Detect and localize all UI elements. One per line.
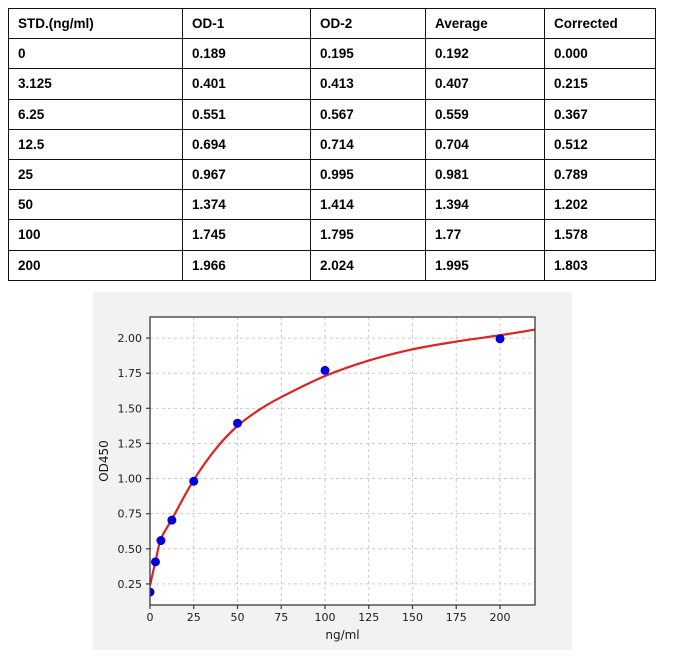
plot-background — [150, 317, 535, 605]
x-tick-label: 25 — [187, 611, 201, 624]
table-cell: 0.704 — [425, 128, 545, 160]
table-row: 100 1.745 1.795 1.77 1.578 — [8, 219, 656, 251]
y-tick-label: 0.25 — [118, 578, 143, 591]
x-tick-label: 150 — [402, 611, 423, 624]
table-header-cell: Corrected — [544, 7, 656, 40]
y-tick-label: 1.25 — [118, 437, 143, 450]
x-tick-label: 75 — [274, 611, 288, 624]
fit-curve — [150, 328, 535, 586]
table-cell: 1.374 — [182, 189, 311, 221]
data-point — [189, 476, 199, 486]
table-cell: 0.512 — [544, 128, 656, 160]
table-cell: 1.77 — [425, 219, 545, 251]
table-cell: 25 — [8, 158, 183, 191]
table-cell: 0.413 — [310, 68, 426, 100]
data-point — [495, 334, 505, 344]
data-point — [150, 557, 160, 567]
y-tick-label: 1.00 — [118, 473, 143, 486]
table-row: 25 0.967 0.995 0.981 0.789 — [8, 158, 656, 191]
table-row: 6.25 0.551 0.567 0.559 0.367 — [8, 98, 656, 130]
table-cell: 0.551 — [182, 98, 311, 130]
data-point — [150, 587, 155, 597]
table-cell: 0.567 — [310, 98, 426, 130]
data-point — [167, 515, 177, 525]
chart-panel: 0 25 50 75 100 125 150 175 200 0.25 0.50 0.75 1.00 1.… — [93, 292, 572, 650]
x-tick-label: 125 — [358, 611, 379, 624]
table-cell: 1.795 — [310, 219, 426, 251]
table-cell: 0.195 — [310, 38, 426, 70]
data-point — [233, 418, 242, 428]
table-row: 3.125 0.401 0.413 0.407 0.215 — [8, 68, 656, 100]
y-tick-label: 0.50 — [118, 543, 143, 556]
y-tick-label: 2.00 — [118, 332, 143, 345]
table-row: 50 1.374 1.414 1.394 1.202 — [8, 189, 656, 221]
y-tick-label: 1.75 — [118, 367, 143, 380]
table-cell: 0.407 — [425, 68, 545, 100]
table-header-cell: STD.(ng/ml) — [8, 7, 183, 40]
table-cell: 0.694 — [182, 128, 311, 160]
table-row: 0 0.189 0.195 0.192 0.000 — [8, 38, 656, 70]
table-cell: 12.5 — [8, 128, 183, 160]
table-header-row: STD.(ng/ml) OD-1 OD-2 Average Corrected — [8, 7, 656, 40]
plot-border — [149, 316, 536, 606]
standard-curve-chart: 0 25 50 75 100 125 150 175 200 0.25 0.50 0.75 1.00 1.… — [97, 316, 536, 642]
table-cell: 1.394 — [425, 189, 545, 221]
table-header-cell: OD-1 — [182, 7, 311, 40]
y-tick-label: 0.75 — [118, 508, 143, 521]
table-header-cell: Average — [425, 7, 545, 40]
table-cell: 0.000 — [544, 38, 656, 70]
table-cell: 0.215 — [544, 68, 656, 100]
table-row: 12.5 0.694 0.714 0.704 0.512 — [8, 128, 656, 160]
table-cell: 1.995 — [425, 249, 545, 281]
table-cell: 1.578 — [544, 219, 656, 251]
table-cell: 50 — [8, 189, 183, 221]
table-cell: 0.981 — [425, 158, 545, 191]
y-tick-label: 1.50 — [118, 402, 143, 415]
table-cell: 0.967 — [182, 158, 311, 191]
table-cell: 100 — [8, 219, 183, 251]
standards-table: STD.(ng/ml) OD-1 OD-2 Average Corrected 0 0.1… — [8, 7, 656, 281]
table-cell: 0.401 — [182, 68, 311, 100]
table-cell: 0.559 — [425, 98, 545, 130]
table-cell: 0.189 — [182, 38, 311, 70]
table-body: 0 0.189 0.195 0.192 0.000 3.125 0.401 0.413 0.40… — [8, 38, 656, 281]
table-cell: 0.367 — [544, 98, 656, 130]
x-axis-label: ng/ml — [325, 628, 359, 642]
table-cell: 1.803 — [544, 249, 656, 281]
data-point — [320, 365, 330, 375]
x-tick-label: 100 — [315, 611, 336, 624]
table-cell: 1.414 — [310, 189, 426, 221]
table-cell: 0.192 — [425, 38, 545, 70]
table-cell: 1.966 — [182, 249, 311, 281]
table-cell: 0.714 — [310, 128, 426, 160]
x-tick-label: 0 — [147, 611, 154, 624]
table-cell: 3.125 — [8, 68, 183, 100]
table-header-cell: OD-2 — [310, 7, 426, 40]
table-cell: 1.745 — [182, 219, 311, 251]
table-cell: 0 — [8, 38, 183, 70]
data-point — [156, 536, 166, 546]
table-cell: 0.789 — [544, 158, 656, 191]
x-tick-label: 50 — [231, 611, 245, 624]
table-cell: 2.024 — [310, 249, 426, 281]
table-cell: 0.995 — [310, 158, 426, 191]
y-axis-label: OD450 — [97, 440, 111, 482]
table-cell: 200 — [8, 249, 183, 281]
x-tick-label: 175 — [446, 611, 467, 624]
x-tick-label: 200 — [490, 611, 511, 624]
table-row: 200 1.966 2.024 1.995 1.803 — [8, 249, 656, 281]
table-cell: 6.25 — [8, 98, 183, 130]
table-cell: 1.202 — [544, 189, 656, 221]
